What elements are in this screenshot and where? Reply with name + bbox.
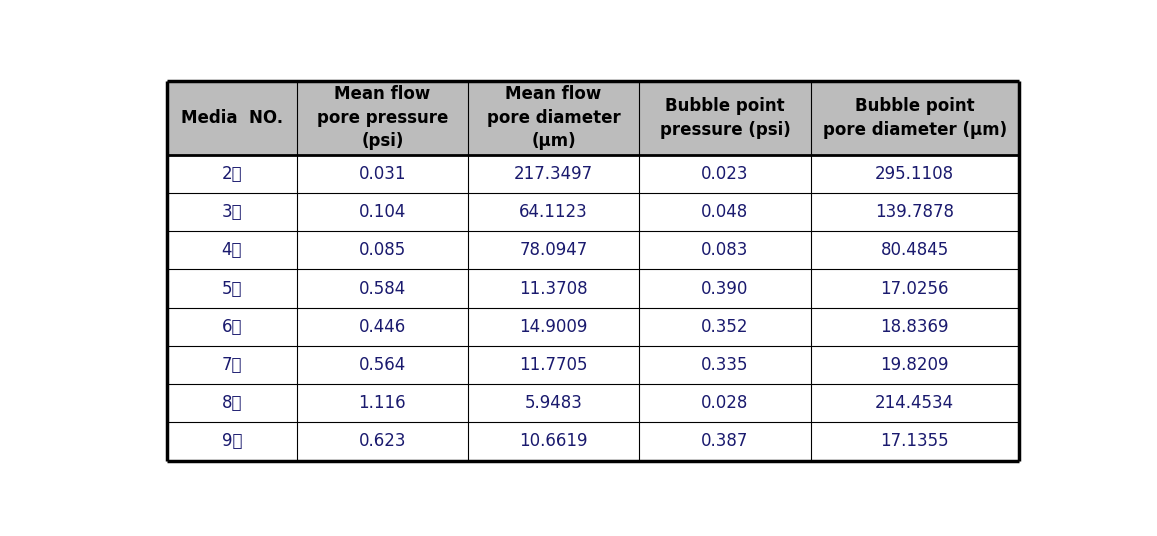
Text: 11.7705: 11.7705 [519, 356, 588, 374]
Text: 0.083: 0.083 [701, 241, 749, 259]
Text: 0.446: 0.446 [359, 318, 406, 336]
Text: 0.584: 0.584 [359, 280, 406, 297]
Bar [296, 270, 467, 308]
Bar [811, 270, 1019, 308]
Text: 295.1108: 295.1108 [875, 165, 955, 183]
Bar [167, 346, 296, 384]
Text: 17.0256: 17.0256 [880, 280, 949, 297]
Bar [167, 422, 296, 460]
Bar [640, 422, 811, 460]
Text: 5.9483: 5.9483 [524, 394, 582, 412]
Bar [640, 193, 811, 232]
Text: Mean flow
pore diameter
(μm): Mean flow pore diameter (μm) [487, 85, 620, 151]
Bar [640, 346, 811, 384]
Text: 0.085: 0.085 [359, 241, 406, 259]
Text: 3번: 3번 [221, 203, 242, 221]
Bar [811, 308, 1019, 346]
Text: 139.7878: 139.7878 [875, 203, 955, 221]
Text: 0.387: 0.387 [701, 433, 749, 450]
Text: 18.8369: 18.8369 [880, 318, 949, 336]
Text: 6번: 6번 [222, 318, 242, 336]
Bar [640, 384, 811, 422]
Text: 1.116: 1.116 [359, 394, 406, 412]
Bar [167, 384, 296, 422]
Bar [811, 384, 1019, 422]
Text: 17.1355: 17.1355 [880, 433, 949, 450]
Text: 0.104: 0.104 [359, 203, 406, 221]
Text: 11.3708: 11.3708 [519, 280, 588, 297]
Text: 8번: 8번 [222, 394, 242, 412]
Text: 0.023: 0.023 [701, 165, 749, 183]
Bar [296, 308, 467, 346]
Bar [167, 232, 296, 270]
Bar [167, 81, 296, 155]
Bar [811, 193, 1019, 232]
Bar [640, 81, 811, 155]
Text: 80.4845: 80.4845 [880, 241, 949, 259]
Text: 0.623: 0.623 [359, 433, 406, 450]
Text: Mean flow
pore pressure
(psi): Mean flow pore pressure (psi) [317, 85, 448, 151]
Bar [467, 384, 640, 422]
Text: 7번: 7번 [222, 356, 242, 374]
Bar [467, 193, 640, 232]
Text: 9번: 9번 [222, 433, 242, 450]
Bar [167, 155, 296, 193]
Bar [296, 81, 467, 155]
Bar [811, 346, 1019, 384]
Bar [640, 308, 811, 346]
Bar [640, 155, 811, 193]
Bar [296, 384, 467, 422]
Bar [467, 232, 640, 270]
Bar [467, 81, 640, 155]
Text: 0.031: 0.031 [359, 165, 406, 183]
Text: 0.028: 0.028 [701, 394, 749, 412]
Text: Media  NO.: Media NO. [180, 109, 283, 127]
Bar [467, 308, 640, 346]
Bar [296, 193, 467, 232]
Text: 2번: 2번 [221, 165, 242, 183]
Bar [467, 270, 640, 308]
Bar [640, 232, 811, 270]
Bar [467, 155, 640, 193]
Bar [167, 270, 296, 308]
Bar [296, 422, 467, 460]
Text: 64.1123: 64.1123 [519, 203, 588, 221]
Bar [467, 346, 640, 384]
Bar [811, 155, 1019, 193]
Bar [467, 422, 640, 460]
Text: 0.048: 0.048 [701, 203, 749, 221]
Bar [640, 270, 811, 308]
Text: Bubble point
pore diameter (μm): Bubble point pore diameter (μm) [823, 97, 1007, 139]
Text: 214.4534: 214.4534 [875, 394, 955, 412]
Bar [296, 346, 467, 384]
Text: Bubble point
pressure (psi): Bubble point pressure (psi) [659, 97, 790, 139]
Text: 10.6619: 10.6619 [519, 433, 588, 450]
Bar [811, 422, 1019, 460]
Text: 5번: 5번 [222, 280, 242, 297]
Text: 19.8209: 19.8209 [880, 356, 949, 374]
Bar [167, 193, 296, 232]
Bar [296, 232, 467, 270]
Text: 0.564: 0.564 [359, 356, 406, 374]
Text: 78.0947: 78.0947 [519, 241, 588, 259]
Text: 217.3497: 217.3497 [514, 165, 594, 183]
Text: 4번: 4번 [222, 241, 242, 259]
Text: 0.352: 0.352 [701, 318, 749, 336]
Bar [296, 155, 467, 193]
Bar [167, 308, 296, 346]
Text: 0.390: 0.390 [701, 280, 749, 297]
Bar [811, 232, 1019, 270]
Text: 0.335: 0.335 [701, 356, 749, 374]
Bar [811, 81, 1019, 155]
Text: 14.9009: 14.9009 [519, 318, 588, 336]
